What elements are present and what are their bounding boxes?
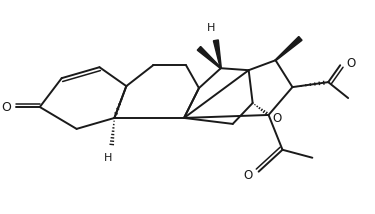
Polygon shape — [213, 40, 221, 68]
Text: H: H — [104, 153, 112, 163]
Text: O: O — [243, 169, 253, 182]
Text: H: H — [207, 23, 215, 33]
Polygon shape — [197, 46, 221, 68]
Text: O: O — [1, 101, 11, 113]
Text: O: O — [273, 112, 282, 125]
Polygon shape — [275, 37, 302, 61]
Text: O: O — [346, 57, 355, 70]
